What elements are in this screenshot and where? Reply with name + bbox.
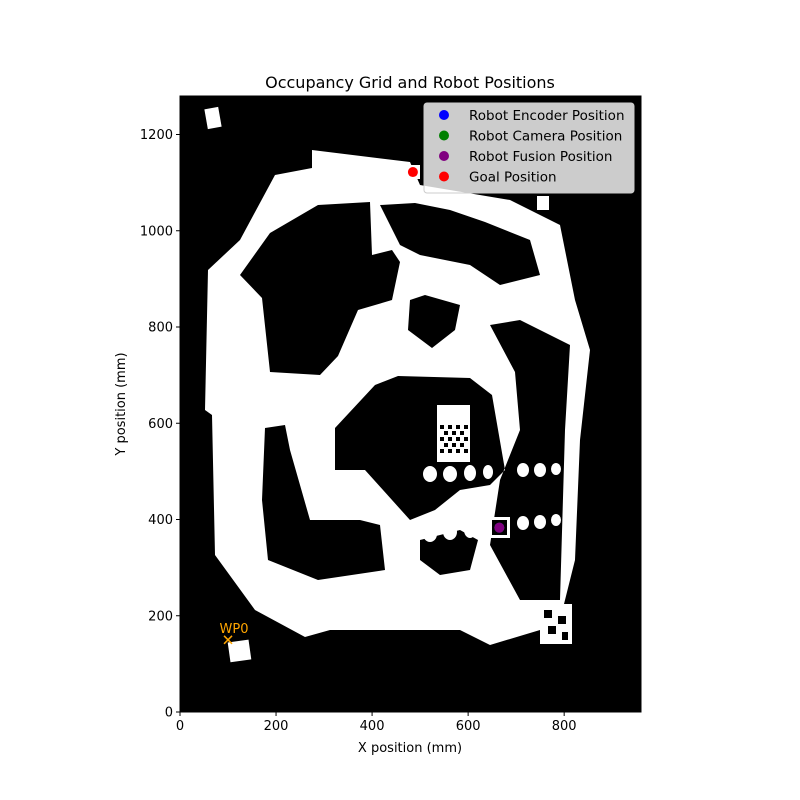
data-point: [494, 522, 505, 533]
y-tick-label: 800: [148, 321, 173, 336]
legend-label: Robot Fusion Position: [469, 149, 612, 165]
y-tick-label: 1000: [140, 224, 173, 239]
x-tick-label: 600: [456, 719, 481, 734]
x-axis-label: X position (mm): [358, 741, 462, 756]
legend-marker: [439, 130, 449, 141]
aruco-tag-top-right: [537, 196, 549, 210]
x-axis-ticks: 0 200 400 600 800: [176, 712, 577, 734]
y-tick-label: 200: [148, 609, 173, 624]
large-marker-bottom-right: [540, 604, 572, 644]
calibration-checker: [440, 425, 468, 453]
y-tick-label: 0: [165, 706, 173, 721]
track-outer-ring: [205, 150, 590, 645]
legend: Robot Encoder Position Robot Camera Posit…: [423, 102, 635, 194]
x-tick-label: 400: [360, 719, 385, 734]
legend-marker: [439, 151, 449, 161]
plot-area: WP0: [180, 96, 641, 712]
y-axis-ticks: 0 200 400 600 800 1000 1200: [140, 128, 180, 721]
x-tick-label: 200: [264, 719, 289, 734]
waypoint-marker: [223, 635, 233, 645]
aruco-tag-bottom-left: [227, 639, 252, 663]
y-axis-label: Y position (mm): [114, 352, 129, 456]
legend-label: Robot Encoder Position: [469, 108, 625, 124]
track-ellipse-markers: [423, 463, 561, 542]
data-marks: WP0: [220, 167, 505, 645]
aruco-tag-top-left: [204, 106, 222, 130]
occupancy-grid-map: [204, 106, 590, 663]
y-tick-label: 600: [148, 417, 173, 432]
x-tick-label: 800: [552, 719, 577, 734]
waypoint-label: WP0: [220, 622, 249, 637]
plot-frame: [179, 95, 642, 713]
y-tick-label: 1200: [140, 128, 173, 143]
data-point: [407, 167, 418, 178]
legend-label: Goal Position: [469, 170, 557, 186]
y-tick-label: 400: [148, 513, 173, 528]
legend-marker: [439, 110, 449, 120]
x-tick-label: 0: [176, 719, 184, 734]
legend-label: Robot Camera Position: [469, 129, 622, 145]
legend-box: [423, 102, 635, 194]
legend-marker: [439, 171, 449, 182]
chart-title: Occupancy Grid and Robot Positions: [265, 73, 555, 92]
